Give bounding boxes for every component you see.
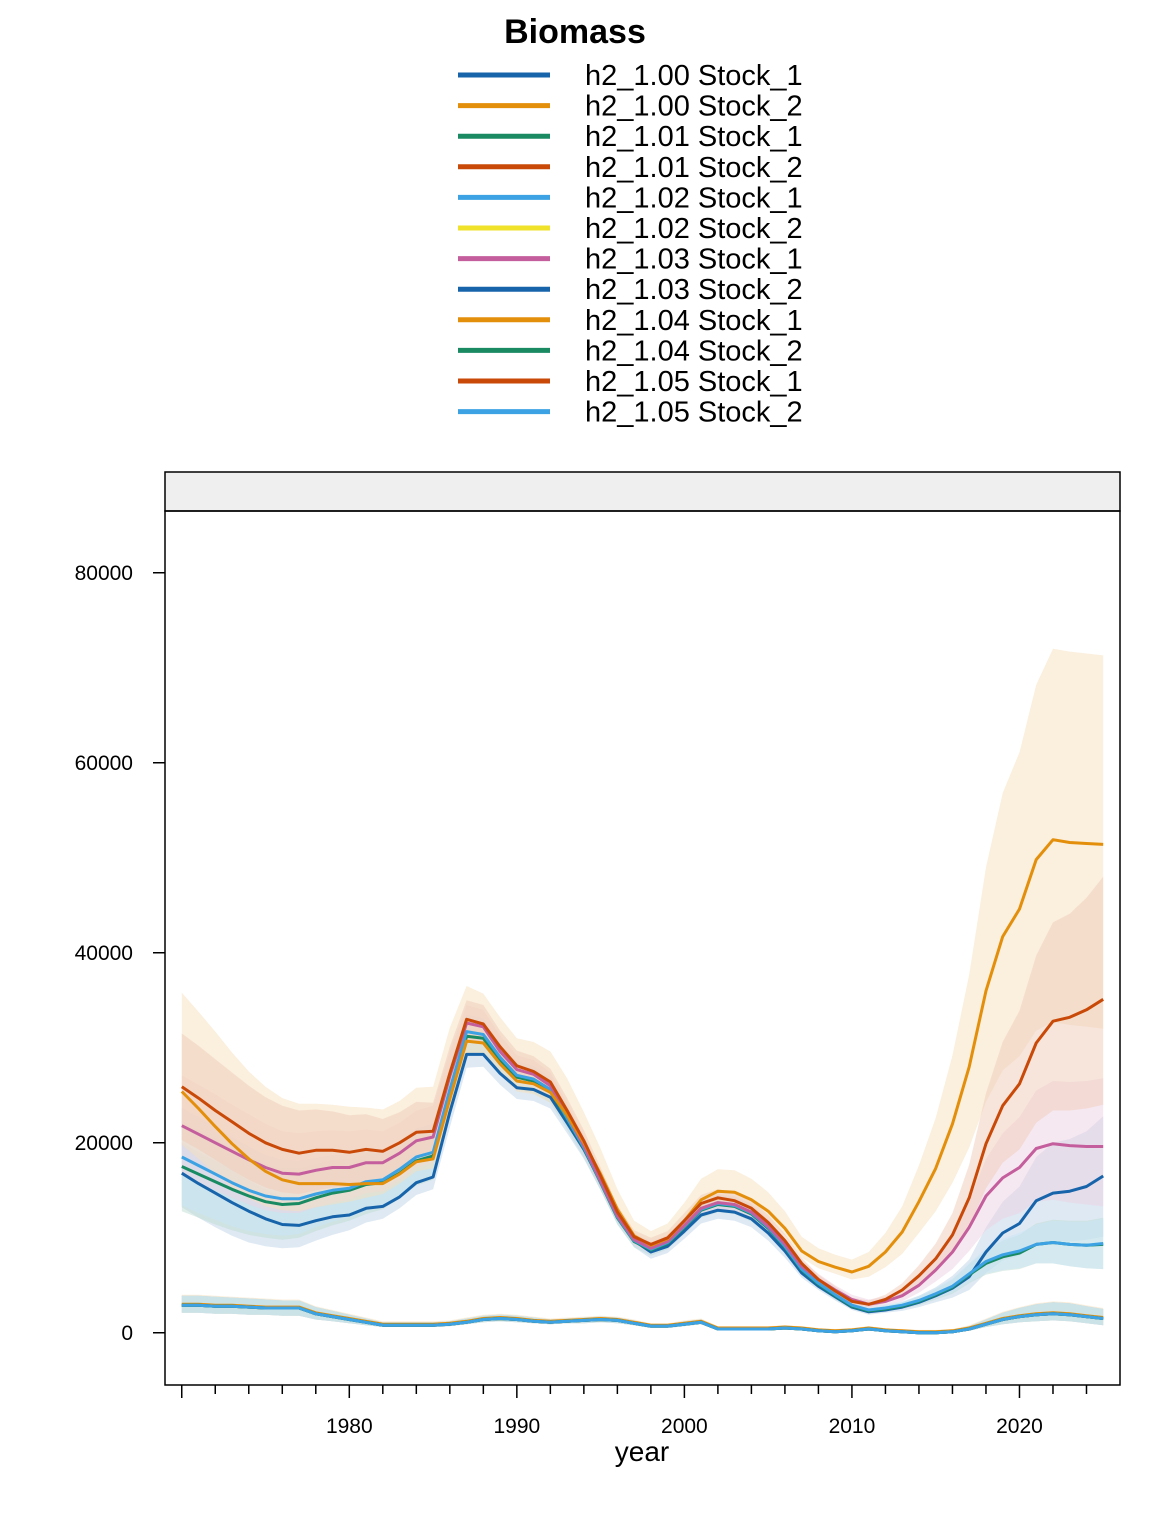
panel-strip [164, 471, 1121, 512]
confidence-bands [181, 648, 1104, 1333]
legend-label-h2-1-03-stock-2: h2_1.03 Stock_2 [585, 274, 803, 306]
chart-title: Biomass [504, 13, 646, 51]
line-h2-1-05-stock-2 [181, 1303, 1104, 1335]
y-tick-label: 40000 [75, 942, 133, 965]
legend-label-h2-1-04-stock-2: h2_1.04 Stock_2 [585, 335, 803, 367]
y-tick-label: 60000 [75, 752, 133, 775]
legend-label-h2-1-01-stock-1: h2_1.01 Stock_1 [585, 121, 803, 153]
y-tick-label: 0 [121, 1322, 133, 1345]
legend-label-h2-1-01-stock-2: h2_1.01 Stock_2 [585, 152, 803, 184]
legend: h2_1.00 Stock_1h2_1.00 Stock_2h2_1.01 St… [458, 60, 803, 429]
x-axis-title: year [615, 1436, 669, 1467]
x-tick-label: 1990 [493, 1415, 540, 1438]
x-tick-label: 1980 [326, 1415, 373, 1438]
y-axis: 0 20000 40000 60000 80000 [75, 562, 165, 1345]
plot-frame [164, 510, 1121, 1386]
line-h2-1-05-stock-1 [180, 998, 1104, 1306]
line-h2-1-03-stock-1 [181, 1021, 1104, 1306]
legend-label-h2-1-02-stock-1: h2_1.02 Stock_1 [585, 182, 803, 214]
legend-label-h2-1-00-stock-2: h2_1.00 Stock_2 [585, 91, 803, 123]
y-tick-label: 80000 [75, 562, 133, 585]
y-tick-label: 20000 [75, 1132, 133, 1155]
x-tick-label: 2000 [661, 1415, 708, 1438]
legend-label-h2-1-02-stock-2: h2_1.02 Stock_2 [585, 213, 803, 245]
x-axis: 1980 1990 2000 2010 2020 [181, 1385, 1088, 1438]
legend-label-h2-1-05-stock-2: h2_1.05 Stock_2 [585, 397, 803, 429]
legend-label-h2-1-00-stock-1: h2_1.00 Stock_1 [585, 60, 803, 92]
legend-label-h2-1-03-stock-1: h2_1.03 Stock_1 [585, 244, 803, 276]
x-tick-label: 2010 [829, 1415, 876, 1438]
x-tick-label: 2020 [996, 1415, 1043, 1438]
legend-label-h2-1-04-stock-1: h2_1.04 Stock_1 [585, 305, 803, 337]
series-lines [180, 838, 1104, 1335]
legend-label-h2-1-05-stock-1: h2_1.05 Stock_1 [585, 366, 803, 398]
